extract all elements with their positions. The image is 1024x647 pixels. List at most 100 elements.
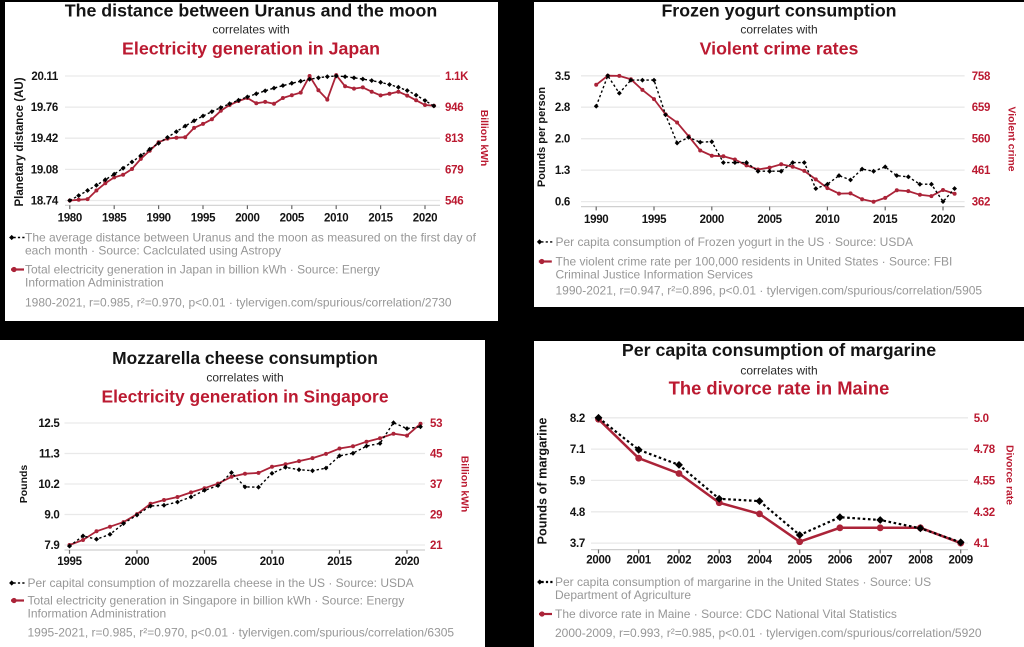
svg-text:correlates with: correlates with (740, 364, 817, 378)
svg-text:each month · Source: Caclculat: each month · Source: Caclculated using A… (25, 244, 281, 258)
svg-text:correlates with: correlates with (212, 23, 289, 37)
svg-text:The divorce rate in Maine · So: The divorce rate in Maine · Source: CDC … (555, 607, 897, 621)
svg-text:2006: 2006 (828, 555, 852, 567)
svg-text:Mozzarella cheese consumption: Mozzarella cheese consumption (112, 348, 378, 368)
svg-text:Pounds of margarine: Pounds of margarine (536, 418, 550, 545)
svg-text:1980-2021, r=0.985, r²=0.970,: 1980-2021, r=0.985, r²=0.970, p<0.01 · t… (25, 296, 452, 310)
svg-text:2000: 2000 (235, 213, 259, 225)
svg-text:19.08: 19.08 (31, 164, 59, 176)
svg-text:9.0: 9.0 (44, 510, 59, 522)
svg-text:3.7: 3.7 (570, 538, 585, 550)
svg-text:2000: 2000 (125, 556, 149, 568)
svg-text:Per capital consumption of moz: Per capital consumption of mozzarella ch… (28, 576, 414, 590)
svg-text:1990-2021, r=0.947, r²=0.896,: 1990-2021, r=0.947, r²=0.896, p<0.01 · t… (556, 284, 983, 298)
svg-text:Divorce rate: Divorce rate (1004, 445, 1015, 505)
svg-text:12.5: 12.5 (38, 418, 60, 430)
svg-text:2000: 2000 (700, 214, 724, 226)
svg-text:758: 758 (972, 71, 991, 83)
svg-text:Planetary distance (AU): Planetary distance (AU) (14, 77, 26, 206)
svg-text:560: 560 (972, 134, 990, 146)
svg-text:2003: 2003 (707, 555, 731, 567)
svg-text:Violent crime rates: Violent crime rates (700, 39, 859, 59)
svg-text:correlates with: correlates with (740, 23, 817, 37)
svg-text:19.42: 19.42 (31, 133, 58, 145)
svg-text:2.0: 2.0 (555, 134, 570, 146)
svg-text:4.8: 4.8 (570, 507, 586, 519)
svg-text:2010: 2010 (260, 556, 284, 568)
svg-text:Total electricity generation i: Total electricity generation in Singapor… (28, 594, 405, 608)
svg-text:Criminal Justice Information S: Criminal Justice Information Services (556, 268, 753, 282)
svg-text:679: 679 (445, 164, 463, 176)
svg-text:546: 546 (445, 196, 463, 208)
svg-text:2005: 2005 (757, 214, 782, 226)
svg-text:0.6: 0.6 (555, 197, 570, 209)
svg-text:Total electricity generation i: Total electricity generation in Japan in… (25, 263, 380, 277)
svg-text:362: 362 (972, 197, 990, 209)
svg-text:37: 37 (430, 479, 442, 491)
svg-text:Per capita consumption of marg: Per capita consumption of margarine (622, 341, 936, 360)
svg-text:Electricity generation in Japa: Electricity generation in Japan (122, 39, 380, 59)
svg-text:Department of Agriculture: Department of Agriculture (555, 588, 691, 602)
svg-text:Electricity generation in Sing: Electricity generation in Singapore (101, 387, 388, 407)
svg-text:18.74: 18.74 (31, 196, 59, 208)
svg-text:1.1K: 1.1K (445, 71, 469, 83)
svg-text:2000: 2000 (586, 555, 610, 567)
svg-text:2005: 2005 (788, 555, 813, 567)
svg-text:2020: 2020 (395, 556, 419, 568)
svg-text:1990: 1990 (146, 213, 170, 225)
svg-text:The distance between Uranus an: The distance between Uranus and the moon (65, 2, 437, 21)
svg-text:2015: 2015 (327, 556, 352, 568)
svg-text:Violent crime: Violent crime (1006, 106, 1017, 171)
svg-text:Per capita consumption of marg: Per capita consumption of margarine in t… (555, 575, 931, 589)
svg-text:2010: 2010 (815, 214, 839, 226)
svg-text:2020: 2020 (931, 214, 955, 226)
svg-text:1.3: 1.3 (555, 165, 570, 177)
svg-text:Per capita consumption of Froz: Per capita consumption of Frozen yogurt … (556, 235, 914, 249)
svg-text:2015: 2015 (368, 213, 393, 225)
svg-text:2007: 2007 (868, 555, 892, 567)
svg-text:Frozen yogurt consumption: Frozen yogurt consumption (661, 2, 896, 21)
svg-text:Pounds: Pounds (18, 465, 30, 504)
svg-text:659: 659 (972, 102, 990, 114)
svg-text:Information Administration: Information Administration (25, 276, 164, 290)
svg-text:1995-2021, r=0.985, r²=0.970,: 1995-2021, r=0.985, r²=0.970, p<0.01 · t… (28, 626, 455, 640)
svg-text:10.2: 10.2 (38, 479, 59, 491)
svg-text:461: 461 (972, 165, 991, 177)
svg-text:The divorce rate in Maine: The divorce rate in Maine (669, 378, 890, 399)
svg-text:4.55: 4.55 (974, 475, 996, 487)
svg-text:813: 813 (445, 133, 463, 145)
svg-text:5.0: 5.0 (974, 413, 989, 425)
svg-text:1995: 1995 (642, 214, 667, 226)
svg-text:7.1: 7.1 (570, 444, 586, 456)
svg-text:7.9: 7.9 (44, 540, 59, 552)
svg-text:4.32: 4.32 (974, 507, 995, 519)
svg-text:946: 946 (445, 102, 463, 114)
svg-text:11.3: 11.3 (39, 449, 60, 461)
svg-text:29: 29 (430, 510, 442, 522)
svg-text:1985: 1985 (102, 213, 127, 225)
svg-text:2005: 2005 (280, 213, 305, 225)
svg-text:Information Administration: Information Administration (28, 607, 167, 621)
svg-text:20.11: 20.11 (31, 71, 59, 83)
svg-text:1980: 1980 (58, 213, 82, 225)
svg-text:21: 21 (430, 540, 443, 552)
svg-text:The average distance between U: The average distance between Uranus and … (25, 231, 477, 245)
svg-text:4.1: 4.1 (974, 538, 990, 550)
svg-text:2009: 2009 (949, 555, 973, 567)
svg-text:3.5: 3.5 (555, 71, 571, 83)
svg-text:Billion kWh: Billion kWh (459, 456, 470, 513)
svg-text:45: 45 (430, 449, 443, 461)
svg-text:8.2: 8.2 (570, 413, 585, 425)
svg-text:2008: 2008 (908, 555, 933, 567)
svg-text:2.8: 2.8 (555, 102, 571, 114)
svg-text:2002: 2002 (667, 555, 691, 567)
svg-text:19.76: 19.76 (31, 102, 58, 114)
svg-text:2001: 2001 (627, 555, 652, 567)
svg-text:2015: 2015 (873, 214, 898, 226)
svg-text:1990: 1990 (584, 214, 608, 226)
svg-text:The violent crime rate per 100: The violent crime rate per 100,000 resid… (556, 255, 953, 269)
svg-text:2020: 2020 (413, 213, 437, 225)
svg-text:5.9: 5.9 (570, 475, 585, 487)
svg-text:1995: 1995 (191, 213, 216, 225)
svg-text:Billion kWh: Billion kWh (478, 110, 489, 167)
